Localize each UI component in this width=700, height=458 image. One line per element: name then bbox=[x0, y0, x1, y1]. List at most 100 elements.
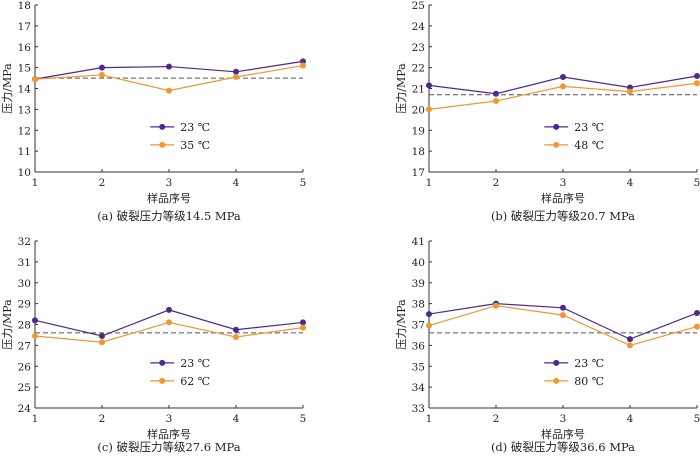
series-1-point bbox=[99, 64, 105, 71]
series-2-point bbox=[32, 332, 38, 339]
y-tick-label: 36 bbox=[412, 340, 426, 352]
panel-caption: (b) 破裂压力等级20.7 MPa bbox=[491, 209, 635, 223]
y-tick-label: 20 bbox=[412, 104, 425, 116]
chart-panel-3: 24 25 26 27 28 29 30 31 32 1 2 3 4 5 样品序号 压力/MPa 23 ℃ 62 … bbox=[1, 236, 306, 454]
y-tick-label: 41 bbox=[412, 236, 425, 248]
legend-label: 35 ℃ bbox=[180, 139, 210, 152]
y-tick-label: 14 bbox=[18, 84, 32, 96]
series-2-point bbox=[627, 342, 633, 349]
y-tick-label: 24 bbox=[18, 403, 32, 415]
y-tick-label: 17 bbox=[18, 21, 31, 33]
series-2-point bbox=[694, 80, 700, 87]
y-axis-title: 压力/MPa bbox=[1, 299, 14, 350]
y-tick-label: 18 bbox=[412, 146, 425, 158]
legend-label: 23 ℃ bbox=[574, 357, 604, 370]
legend-swatch-marker bbox=[159, 359, 166, 366]
series-2-point bbox=[426, 106, 432, 113]
x-tick-label: 2 bbox=[99, 177, 106, 189]
legend-swatch-marker bbox=[159, 141, 166, 148]
x-tick-label: 1 bbox=[32, 413, 39, 425]
legend-label: 80 ℃ bbox=[574, 375, 604, 388]
series-1-point bbox=[166, 306, 172, 313]
series-2-point bbox=[99, 71, 105, 78]
legend-label: 23 ℃ bbox=[180, 357, 210, 370]
y-tick-label: 10 bbox=[18, 167, 31, 179]
x-tick-label: 2 bbox=[99, 413, 106, 425]
x-tick-label: 2 bbox=[493, 413, 500, 425]
y-tick-label: 33 bbox=[412, 403, 425, 415]
y-axis-title: 压力/MPa bbox=[395, 63, 408, 114]
series-2-point bbox=[166, 319, 172, 326]
y-tick-label: 16 bbox=[18, 42, 32, 54]
series-1-point bbox=[493, 90, 499, 97]
y-tick-label: 28 bbox=[18, 320, 31, 332]
y-tick-label: 40 bbox=[412, 257, 425, 269]
series-1-point bbox=[627, 336, 633, 343]
x-axis-title: 样品序号 bbox=[147, 427, 191, 441]
y-tick-label: 11 bbox=[18, 146, 31, 158]
x-tick-label: 3 bbox=[560, 413, 567, 425]
y-tick-label: 12 bbox=[18, 125, 31, 137]
y-tick-label: 35 bbox=[412, 361, 425, 373]
x-tick-label: 1 bbox=[32, 177, 39, 189]
series-line-2 bbox=[428, 305, 698, 347]
series-1-point bbox=[694, 72, 700, 79]
legend-label: 23 ℃ bbox=[574, 121, 604, 134]
series-2-point bbox=[300, 62, 306, 69]
series-2-point bbox=[300, 324, 306, 331]
legend-swatch-marker bbox=[159, 123, 166, 130]
legend-swatch-marker bbox=[553, 123, 560, 130]
series-1-point bbox=[166, 63, 172, 70]
series-1-point bbox=[233, 68, 239, 75]
series-1-point bbox=[426, 82, 432, 89]
series-2-point bbox=[32, 76, 38, 83]
y-tick-label: 31 bbox=[18, 257, 31, 269]
y-tick-label: 17 bbox=[412, 167, 425, 179]
legend-label: 48 ℃ bbox=[574, 139, 604, 152]
series-2-point bbox=[493, 302, 499, 309]
x-tick-label: 3 bbox=[166, 413, 173, 425]
series-2-point bbox=[99, 339, 105, 346]
x-axis-title: 样品序号 bbox=[541, 191, 585, 205]
y-tick-label: 21 bbox=[412, 84, 425, 96]
x-tick-label: 1 bbox=[426, 413, 433, 425]
y-axis-title: 压力/MPa bbox=[395, 299, 408, 350]
x-tick-label: 2 bbox=[493, 177, 500, 189]
y-tick-label: 23 bbox=[412, 42, 425, 54]
y-tick-label: 22 bbox=[412, 63, 425, 75]
series-2-point bbox=[233, 74, 239, 81]
x-tick-label: 5 bbox=[300, 177, 307, 189]
legend-swatch-marker bbox=[553, 141, 560, 148]
y-tick-label: 18 bbox=[18, 0, 31, 12]
series-2-point bbox=[166, 87, 172, 94]
series-2-point bbox=[233, 334, 239, 341]
x-tick-label: 5 bbox=[300, 413, 307, 425]
y-axis-title: 压力/MPa bbox=[1, 63, 14, 114]
x-axis-title: 样品序号 bbox=[541, 427, 585, 441]
y-tick-label: 24 bbox=[412, 21, 426, 33]
legend-swatch-marker bbox=[553, 359, 560, 366]
panel-caption: (c) 破裂压力等级27.6 MPa bbox=[97, 440, 240, 454]
x-axis-title: 样品序号 bbox=[147, 191, 191, 205]
series-2-point bbox=[493, 98, 499, 105]
y-tick-label: 26 bbox=[18, 361, 32, 373]
y-tick-label: 32 bbox=[18, 236, 31, 248]
series-1-point bbox=[99, 332, 105, 339]
series-1-point bbox=[560, 304, 566, 311]
x-tick-label: 3 bbox=[166, 177, 173, 189]
series-1-point bbox=[300, 319, 306, 326]
y-tick-label: 27 bbox=[18, 340, 31, 352]
series-1-point bbox=[426, 311, 432, 318]
y-tick-label: 30 bbox=[18, 278, 31, 290]
legend-label: 62 ℃ bbox=[180, 375, 210, 388]
x-tick-label: 5 bbox=[694, 177, 700, 189]
series-2-point bbox=[694, 323, 700, 330]
series-2-point bbox=[560, 83, 566, 90]
series-1-point bbox=[560, 74, 566, 81]
x-tick-label: 5 bbox=[694, 413, 700, 425]
x-tick-label: 4 bbox=[233, 413, 240, 425]
x-tick-label: 4 bbox=[627, 413, 634, 425]
